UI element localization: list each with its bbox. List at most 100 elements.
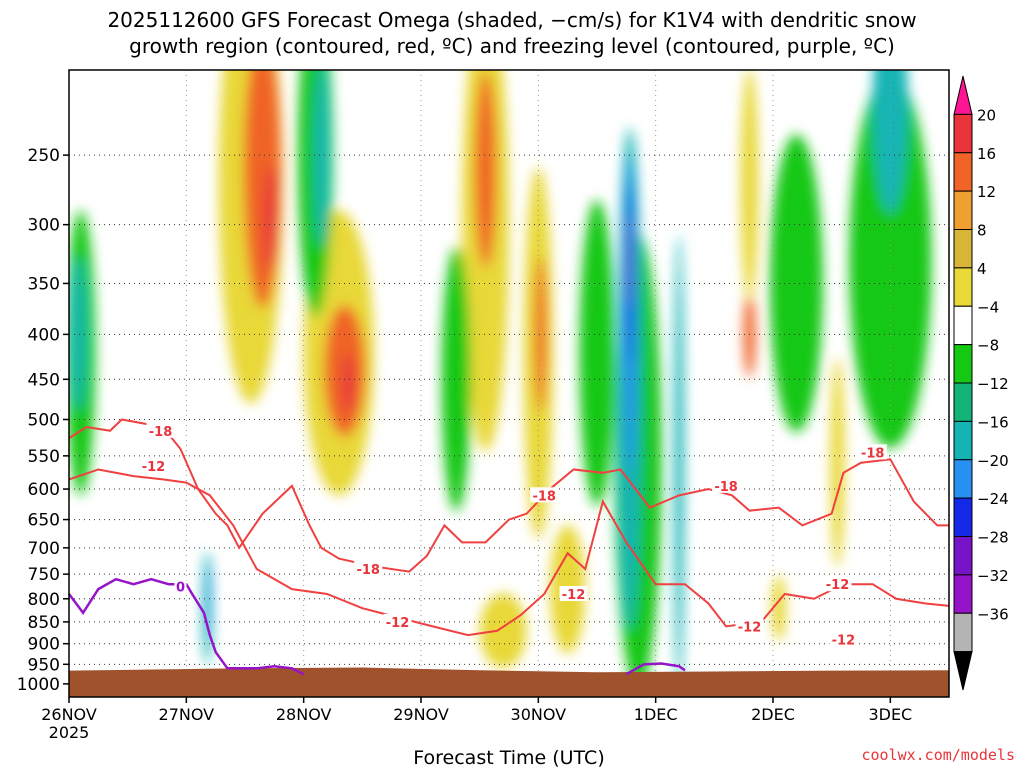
dgz-contour-label: -18 [149,425,173,440]
omega-cell-descent-2dec [770,134,823,433]
colorbar-swatch [953,497,973,537]
y-tick-label: 900 [28,635,60,655]
omega-shading-layer [69,70,932,691]
dgz-contour-label: -12 [832,633,856,648]
dgz-contour-label-bg [383,613,412,629]
omega-cell-ascent-core-30nov [534,257,547,412]
omega-cell-descent-1dec-purple [628,214,632,308]
colorbar-swatch [953,420,973,461]
chart-title-line1: 2025112600 GFS Forecast Omega (shaded, −… [107,8,916,32]
omega-cell-descent-30nov [579,199,615,507]
omega-cell-ascent-low-29nov [479,593,527,669]
x-tick-label: 1DEC [634,705,678,724]
x-tick-label: 28NOV [276,705,332,724]
colorbar-swatch [953,382,973,422]
x-year-label: 2025 [49,723,90,742]
colorbar-swatch [953,267,973,307]
colorbar-swatch [953,305,973,346]
y-tick-label: 600 [28,480,60,500]
contour-layer: -18 -12 -18 -18 -18 -18 -12 -12 -12 -12 -12 0 [69,418,949,676]
freezing-level-label: 0 [176,581,185,596]
colorbar-swatch-bottom-arrow [953,651,973,691]
colorbar-label: 4 [977,260,987,278]
dgz-contour-label: -18 [532,489,556,504]
dgz-contour-label-bg [712,477,741,493]
plot-frame [68,69,950,698]
y-axis: 2503003504004505005506006507007508008509… [17,146,69,695]
dgz-contour-label: -12 [386,616,410,631]
omega-cell-ascent-2dec-upper [740,70,759,301]
dgz-contour-label: -12 [142,460,166,475]
colorbar-label: −12 [977,375,1009,393]
freezing-level-label-bg [174,578,187,594]
colorbar-swatch [953,190,973,230]
colorbar-label: −16 [977,413,1009,431]
colorbar-swatch [953,113,973,154]
colorbar-label: 20 [977,106,996,124]
colorbar-label: −24 [977,490,1009,508]
x-tick-label: 27NOV [159,705,215,724]
y-tick-label: 750 [28,565,60,585]
dgz-contour-label-bg [735,618,764,634]
omega-cell-descent-28nov-teal [314,70,329,249]
colorbar-label: 8 [977,222,987,240]
x-tick-label: 29NOV [393,705,449,724]
plot-area: -18 -12 -18 -18 -18 -18 -12 -12 -12 -12 -12 0 [69,70,949,697]
dgz-contour-label: -12 [738,620,762,635]
y-tick-label: 300 [28,216,60,236]
omega-cell-descent-29nov [441,247,471,512]
colorbar-swatch-top-arrow [953,75,973,115]
dgz-contour-label-bg [530,487,559,503]
omega-cell-ascent-core-27nov [243,70,282,308]
colorbar-swatch [953,459,973,499]
y-tick-label: 450 [28,370,60,390]
dgz-contour-label: -18 [714,480,738,495]
omega-cell-descent-3dec-teal [872,70,908,214]
dgz-contour-label-bg [139,458,168,474]
y-tick-label: 250 [28,146,60,166]
freezing-level-contour-0 [69,577,305,676]
dgz-contour-label: -18 [861,446,885,461]
omega-cell-ascent-3dec [830,358,845,568]
y-tick-label: 850 [28,613,60,633]
dgz-contour-label-bg [829,631,858,647]
omega-cell-descent-1dec-b [674,234,684,691]
y-tick-label: 700 [28,539,60,559]
omega-cell-ascent-max-28nov [342,354,355,413]
omega-cell-ascent-low-1dec [771,575,786,641]
colorbar-label: −32 [977,567,1009,585]
dgz-contour-label-bg [146,422,175,438]
dgz-contour--12 [69,468,949,637]
omega-cell-descent-26nov-teal [71,257,86,412]
colorbar-label: 16 [977,145,996,163]
dgz-contour-label: -18 [356,563,380,578]
dgz-contour-label-bg [354,561,383,577]
y-tick-label: 500 [28,410,60,430]
y-tick-label: 800 [28,590,60,610]
colorbar-label: −4 [977,298,999,316]
colorbar-swatch [953,612,973,653]
omega-cell-descent-3dec [849,73,932,449]
x-tick-label: 30NOV [511,705,567,724]
dgz-contour-label: -12 [562,588,586,603]
y-tick-label: 550 [28,447,60,467]
colorbar-label: 12 [977,183,996,201]
y-tick-label: 650 [28,511,60,531]
colorbar-swatch [953,574,973,614]
x-axis: 26NOV 27NOV 28NOV 29NOV 30NOV 1DEC 2DEC 3DEC [41,697,912,724]
freezing-level-contour-1 [625,662,686,676]
dgz-contour-label: -12 [826,578,850,593]
colorbar: 20 16 12 8 4 −4 −8 −12 −16 −20 −24 −28 −32 −36 [953,75,1009,691]
y-tick-label: 350 [28,274,60,294]
x-tick-label: 3DEC [868,705,912,724]
colorbar-swatch [953,152,973,192]
colorbar-label: −20 [977,452,1009,470]
y-tick-label: 950 [28,655,60,675]
y-tick-label: 400 [28,325,60,345]
y-tick-label: 1000 [17,675,60,695]
dgz-contour-label-bg [858,444,887,460]
colorbar-label: −28 [977,529,1009,547]
footer-url: coolwx.com/models [861,746,1015,764]
x-tick-label: 26NOV [41,705,97,724]
